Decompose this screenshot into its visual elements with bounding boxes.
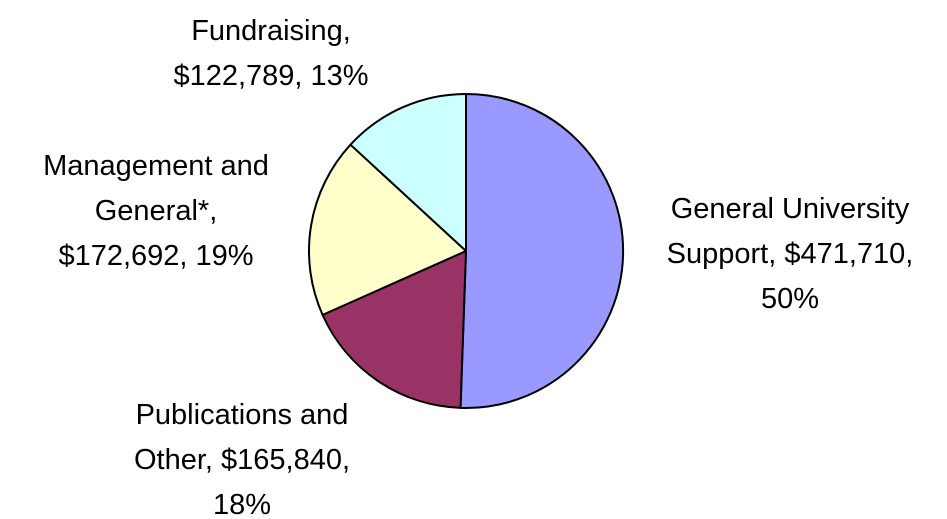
pie-slice-general-university-support	[459, 93, 625, 409]
slice-label-line: Other, $165,840,	[134, 444, 350, 476]
slice-label-line: Publications and	[136, 399, 349, 431]
pie-slice-management-and-general	[308, 143, 467, 316]
slice-label-fundraising: Fundraising, $122,789, 13%	[173, 15, 368, 92]
pie-slice-fundraising	[349, 93, 467, 252]
slice-label-line: $172,692, 19%	[58, 240, 253, 272]
slice-label-line: General*,	[95, 195, 218, 227]
slice-label-line: Fundraising,	[191, 15, 351, 47]
slice-label-general-university-support: General University Support, $471,710, 50%	[667, 193, 914, 315]
slice-label-line: $122,789, 13%	[173, 60, 368, 92]
pie-labels: General University Support, $471,710, 50% P…	[43, 15, 913, 519]
pie-slice-publications-and-other	[321, 250, 467, 409]
slice-label-line: 50%	[761, 283, 819, 315]
slice-label-line: Support, $471,710,	[667, 238, 914, 270]
slice-label-line: General University	[671, 193, 910, 225]
pie-slices	[308, 93, 625, 409]
slice-label-management-and-general: Management and General*, $172,692, 19%	[43, 150, 269, 272]
slice-label-line: Management and	[43, 150, 269, 182]
slice-label-line: 18%	[213, 489, 271, 519]
slice-label-publications-and-other: Publications and Other, $165,840, 18%	[134, 399, 350, 519]
